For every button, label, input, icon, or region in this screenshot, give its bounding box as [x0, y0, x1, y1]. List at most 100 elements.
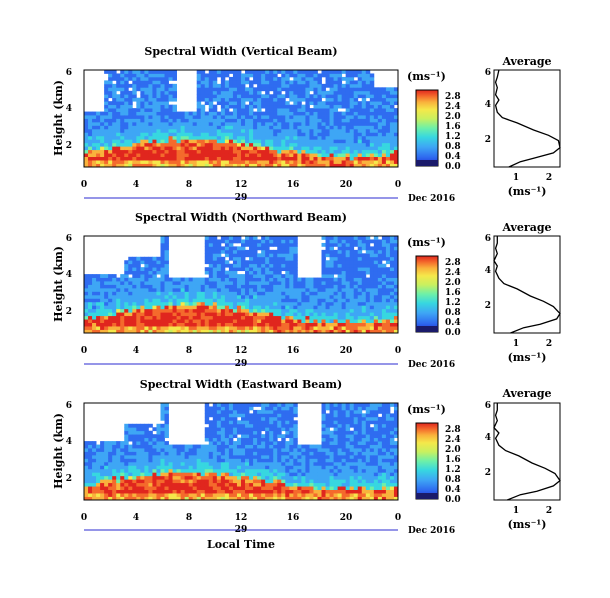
heatmap-cell	[112, 108, 117, 112]
heatmap-cell	[128, 454, 133, 459]
heatmap-cell	[156, 427, 161, 432]
heatmap-cell	[369, 298, 375, 303]
heatmap-cell	[293, 301, 298, 306]
heatmap-cell	[249, 420, 254, 425]
heatmap-cell	[349, 270, 355, 275]
heatmap-cell	[204, 139, 210, 144]
heatmap-cell	[369, 249, 375, 254]
colorbar	[415, 255, 439, 333]
heatmap-cell	[100, 125, 105, 130]
heatmap-cell	[337, 115, 343, 119]
heatmap-cell	[140, 118, 145, 123]
heatmap-cell	[228, 301, 234, 306]
heatmap-cell	[152, 308, 157, 313]
plot-frame	[83, 69, 399, 168]
heatmap-cell	[192, 153, 198, 157]
heatmap-cell	[345, 298, 351, 303]
heatmap-cell	[100, 291, 105, 296]
heatmap-cell	[200, 83, 206, 88]
heatmap-cell	[241, 125, 246, 130]
heatmap-cell	[140, 73, 145, 78]
heatmap-cell	[160, 73, 165, 78]
heatmap-cell	[220, 256, 226, 261]
heatmap-cell	[200, 448, 206, 452]
heatmap-cell	[116, 319, 121, 323]
heatmap-cell	[180, 121, 186, 126]
heatmap-cell	[104, 87, 109, 92]
heatmap-cell	[116, 139, 121, 144]
heatmap-cell	[236, 403, 242, 407]
heatmap-cell	[172, 305, 177, 310]
heatmap-cell	[228, 94, 234, 99]
heatmap-cell	[309, 87, 314, 92]
heatmap-cell	[305, 301, 310, 306]
heatmap-cell	[329, 246, 334, 251]
heatmap-cell	[220, 274, 226, 278]
heatmap-cell	[265, 448, 270, 452]
heatmap-cell	[152, 437, 157, 442]
heatmap-cell	[381, 253, 387, 258]
heatmap-cell	[245, 451, 250, 456]
heatmap-cell	[236, 454, 242, 459]
heatmap-cell	[373, 125, 379, 130]
heatmap-cell	[281, 284, 286, 289]
heatmap-cell	[293, 253, 298, 258]
heatmap-cell	[212, 454, 218, 459]
heatmap-cell	[108, 319, 113, 323]
heatmap-cell	[393, 315, 399, 320]
heatmap-cell	[249, 322, 254, 327]
heatmap-cell	[204, 413, 210, 418]
heatmap-cell	[273, 291, 278, 296]
heatmap-cell	[104, 108, 109, 112]
heatmap-cell	[345, 308, 351, 313]
heatmap-cell	[92, 291, 97, 296]
heatmap-cell	[160, 111, 165, 116]
heatmap-cell	[220, 97, 226, 102]
heatmap-cell	[184, 153, 190, 157]
heatmap-cell	[152, 115, 157, 119]
heatmap-cell	[253, 90, 258, 95]
heatmap-cell	[289, 242, 294, 247]
heatmap-cell	[112, 322, 117, 327]
heatmap-cell	[172, 465, 177, 470]
heatmap-cell	[220, 128, 226, 133]
heatmap-cell	[301, 142, 306, 147]
heatmap-cell	[333, 263, 339, 268]
heatmap-cell	[353, 163, 359, 168]
heatmap-cell	[345, 253, 351, 258]
heatmap-cell	[281, 111, 286, 116]
heatmap-cell	[265, 149, 270, 154]
heatmap-cell	[148, 128, 153, 133]
heatmap-cell	[361, 236, 367, 240]
heatmap-cell	[164, 423, 169, 428]
heatmap-cell	[285, 260, 290, 265]
heatmap-cell	[204, 287, 210, 292]
heatmap-cell	[277, 160, 282, 164]
heatmap-cell	[196, 482, 202, 487]
heatmap-cell	[257, 135, 262, 140]
heatmap-cell	[377, 94, 383, 99]
heatmap-cell	[317, 108, 322, 112]
heatmap-cell	[168, 73, 173, 78]
heatmap-cell	[132, 149, 137, 154]
heatmap-cell	[160, 87, 165, 92]
heatmap-cell	[128, 444, 133, 449]
heatmap-cell	[337, 149, 343, 154]
heatmap-cell	[216, 458, 222, 463]
heatmap-cell	[333, 319, 339, 323]
heatmap-cell	[164, 274, 169, 278]
heatmap-cell	[128, 430, 133, 435]
heatmap-cell	[393, 153, 399, 157]
heatmap-cell	[369, 163, 375, 168]
heatmap-cell	[385, 132, 391, 137]
heatmap-cell	[232, 149, 238, 154]
heatmap-cell	[140, 83, 145, 88]
heatmap-cell	[281, 403, 286, 407]
heatmap-cell	[253, 427, 258, 432]
heatmap-cell	[345, 294, 351, 299]
heatmap-cell	[357, 115, 363, 119]
heatmap-cell	[224, 482, 230, 487]
heatmap-cell	[152, 73, 157, 78]
heatmap-cell	[192, 461, 198, 466]
heatmap-cell	[273, 256, 278, 261]
